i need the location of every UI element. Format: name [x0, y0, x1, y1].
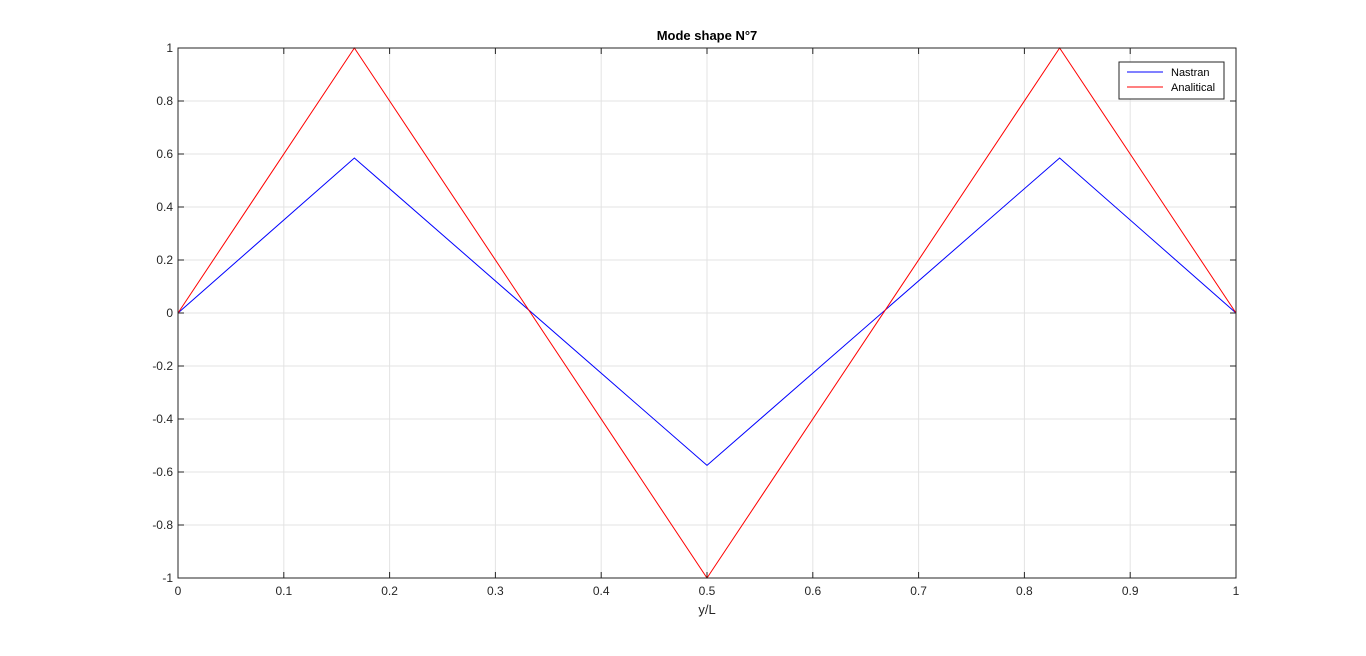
x-tick-label: 1 [1233, 584, 1240, 598]
y-tick-label: -0.2 [152, 359, 173, 373]
x-tick-label: 0.7 [910, 584, 927, 598]
ticks [177, 47, 1237, 579]
y-tick-labels: -1 -0.8 -0.6 -0.4 -0.2 0 0.2 0.4 0.6 0.8 1 [152, 41, 173, 585]
x-tick-label: 0 [175, 584, 182, 598]
y-tick-label: -1 [162, 571, 173, 585]
y-tick-label: 1 [166, 41, 173, 55]
y-tick-label: 0.6 [156, 147, 173, 161]
legend: Nastran Analitical [1118, 61, 1225, 100]
legend-label: Analitical [1171, 82, 1215, 94]
y-tick-label: 0 [166, 306, 173, 320]
x-axis-label: y/L [698, 602, 715, 617]
x-tick-label: 0.1 [275, 584, 292, 598]
series-line-nastran [177, 157, 1237, 467]
x-tick-label: 0.9 [1122, 584, 1139, 598]
y-tick-label: -0.8 [152, 518, 173, 532]
x-tick-label: 0.6 [804, 584, 821, 598]
x-tick-labels: 0 0.1 0.2 0.3 0.4 0.5 0.6 0.7 0.8 0.9 1 [175, 584, 1240, 598]
legend-label: Nastran [1171, 67, 1210, 79]
x-tick-label: 0.3 [487, 584, 504, 598]
y-tick-label: 0.8 [156, 94, 173, 108]
y-tick-label: -0.6 [152, 465, 173, 479]
y-tick-label: 0.4 [156, 200, 173, 214]
y-tick-label: 0.2 [156, 253, 173, 267]
x-tick-label: 0.5 [699, 584, 716, 598]
chart-title: Mode shape N°7 [657, 28, 758, 43]
y-tick-label: -0.4 [152, 412, 173, 426]
x-tick-label: 0.8 [1016, 584, 1033, 598]
x-tick-label: 0.4 [593, 584, 610, 598]
legend-box [1118, 61, 1225, 100]
x-tick-label: 0.2 [381, 584, 398, 598]
